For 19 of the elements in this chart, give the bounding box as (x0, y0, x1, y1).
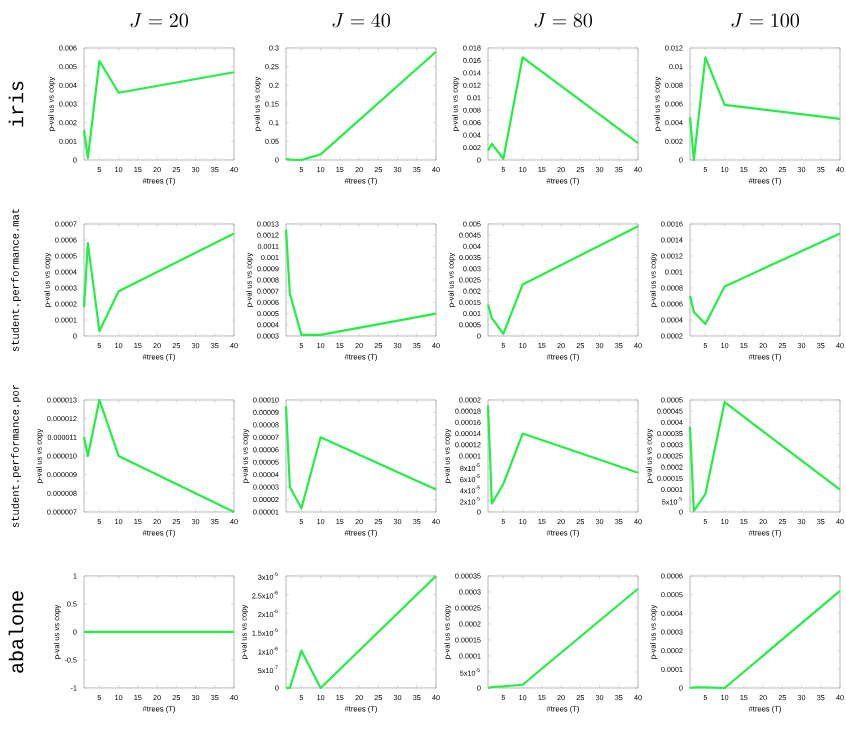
line-series (82, 232, 236, 333)
line-series (688, 401, 842, 512)
line-series (284, 50, 438, 162)
line-series (284, 405, 438, 510)
chart-title: $J = 20$ (130, 13, 189, 28)
line-series (486, 404, 640, 505)
line-series (486, 587, 640, 690)
line-series (688, 232, 842, 326)
line-series (486, 225, 640, 335)
line-series (486, 56, 640, 160)
chart-title: $J = 40$ (332, 13, 391, 28)
line-series (284, 228, 438, 336)
text: abalone (8, 591, 24, 673)
line-series (82, 59, 236, 160)
text: iris (8, 81, 24, 127)
line-series (688, 56, 842, 162)
line-series (82, 398, 236, 514)
chart-title: $J = 80$ (534, 13, 592, 28)
chart-title: $J = 100$ (731, 13, 799, 28)
